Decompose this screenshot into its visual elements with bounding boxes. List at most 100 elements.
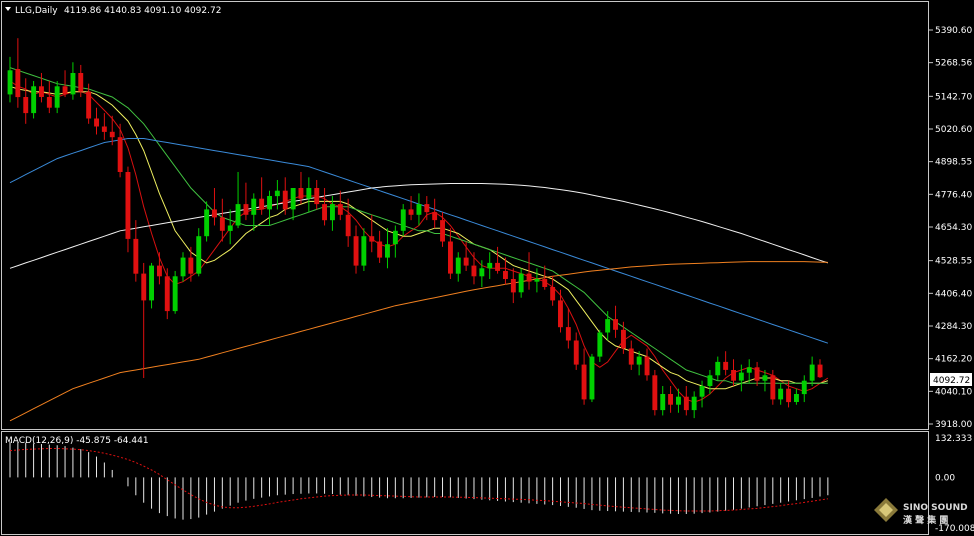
candle-body [322, 204, 327, 221]
candle-body [204, 209, 210, 237]
candle-body [723, 361, 729, 370]
current-price-label: 4092.72 [933, 376, 970, 386]
candle-body [676, 396, 681, 405]
candle-body [463, 257, 469, 266]
candles [7, 38, 823, 419]
price-tick-label: 3918.00 [935, 420, 972, 430]
watermark-line2: 漢 聲 集 團 [903, 514, 948, 526]
candle-body [715, 361, 721, 376]
candle-body [369, 236, 375, 242]
candle-body [746, 367, 752, 373]
watermark-line1: SINO SOUND [903, 503, 968, 513]
candle-body [400, 209, 406, 231]
candle-body [731, 370, 736, 381]
candle-body [809, 364, 815, 381]
candle-body [628, 348, 634, 365]
candle-body [385, 244, 390, 258]
candle-body [298, 188, 304, 199]
candle-body [660, 394, 666, 411]
price-tick-label: 4406.40 [935, 289, 972, 299]
macd-tick-label: 132.333 [935, 434, 972, 444]
candle-body [46, 97, 52, 108]
price-tick-label: 4776.40 [935, 190, 972, 200]
candle-body [424, 204, 430, 213]
candle-body [274, 190, 280, 197]
candle-body [621, 329, 626, 349]
candle-body [558, 300, 563, 328]
candle-body [109, 131, 115, 138]
candle-body [495, 262, 500, 271]
macd-tick-label: 0.00 [935, 473, 955, 483]
candle-body [448, 241, 453, 274]
collapse-arrow-icon[interactable] [5, 7, 11, 11]
candle-body [196, 236, 202, 274]
ma-line-ma5 [9, 80, 829, 403]
candle-body [510, 279, 516, 293]
candle-body [267, 196, 272, 210]
macd-signal [9, 448, 828, 512]
ma-line-ma20 [9, 67, 828, 384]
price-tick-label: 5020.60 [935, 125, 972, 135]
candle-body [801, 380, 807, 395]
candle-body [54, 86, 60, 108]
candle-body [392, 230, 398, 245]
candle-body [39, 86, 44, 97]
symbol-label: LLG,Daily [15, 6, 58, 16]
candle-body [353, 236, 359, 266]
candle-body [778, 388, 784, 400]
candle-body [408, 209, 414, 215]
candle-body [70, 73, 76, 95]
candle-body [141, 273, 147, 301]
candle-body [337, 204, 343, 215]
moving-averages [9, 67, 829, 422]
price-tick-label: 4162.20 [935, 355, 972, 365]
candle-body [794, 394, 799, 402]
current-price-tag: 4092.72 [930, 373, 972, 386]
candle-body [440, 220, 445, 242]
price-tick-label: 5390.60 [935, 26, 972, 36]
candle-body [164, 276, 170, 312]
candle-body [306, 188, 312, 199]
candle-body [212, 209, 217, 218]
macd-signal-line [9, 448, 828, 512]
candle-body [31, 86, 37, 114]
candle-body [432, 212, 438, 221]
candle-body [455, 257, 461, 274]
candle-body [157, 265, 162, 277]
candle-body [542, 279, 548, 287]
candle-body [94, 118, 99, 127]
candle-body [754, 367, 760, 381]
candle-body [345, 214, 351, 237]
candle-body [330, 204, 335, 221]
candle-body [133, 238, 139, 274]
price-tick-label: 5268.56 [935, 59, 972, 69]
candle-body [487, 262, 493, 269]
watermark: SINO SOUND 漢 聲 集 團 [874, 498, 968, 526]
ma-line-ma60 [9, 138, 829, 344]
price-tick-label: 4898.55 [935, 158, 972, 168]
candle-body [597, 332, 603, 357]
candle-body [78, 73, 84, 92]
candle-body [416, 204, 422, 215]
current-price-box [930, 373, 972, 386]
price-panel-frame [1, 1, 929, 430]
candle-body [683, 396, 689, 411]
candle-body [23, 97, 29, 114]
candle-body [534, 279, 540, 282]
price-tick-label: 4528.55 [935, 257, 972, 267]
candle-body [518, 273, 524, 293]
ma-line-ma200 [9, 261, 828, 422]
candle-body [573, 340, 579, 365]
candle-body [644, 356, 650, 376]
candle-body [62, 86, 68, 95]
candle-body [7, 70, 13, 95]
price-tick-label: 4284.30 [935, 322, 972, 332]
candle-body [377, 241, 383, 258]
candle-body [581, 364, 587, 400]
candle-body [691, 396, 697, 411]
ohlc-readout: 4119.86 4140.83 4091.10 4092.72 [64, 6, 221, 16]
candle-body [652, 375, 658, 411]
macd-tick-label: -170.008 [935, 524, 974, 534]
candle-body [290, 188, 296, 210]
